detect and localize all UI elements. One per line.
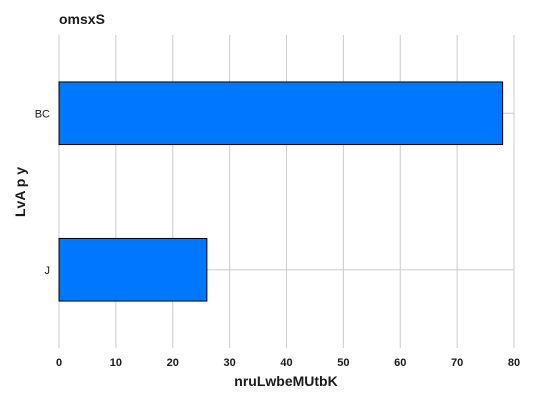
- y-axis-label: LvA p y: [12, 167, 28, 217]
- y-tick-label: J: [45, 265, 51, 277]
- x-tick-label: 30: [224, 357, 236, 369]
- x-tick-label: 0: [56, 357, 62, 369]
- x-tick-label: 50: [337, 357, 349, 369]
- x-axis-label: nruLwbeMUtbK: [234, 373, 337, 389]
- x-tick-label: 70: [451, 357, 463, 369]
- chart-title: omsxS: [59, 11, 105, 27]
- x-tick-label: 80: [508, 357, 520, 369]
- y-tick-labels: BC J: [35, 108, 50, 277]
- x-tick-label: 60: [394, 357, 406, 369]
- x-tick-label: 10: [110, 357, 122, 369]
- bar: [58, 81, 504, 146]
- bar: [58, 237, 208, 302]
- y-tick-label: BC: [35, 108, 50, 120]
- bars: [58, 81, 504, 302]
- x-tick-label: 20: [167, 357, 179, 369]
- x-tick-labels: 0 10 20 30 40 50 60 70 80: [56, 357, 520, 369]
- x-tick-label: 40: [280, 357, 292, 369]
